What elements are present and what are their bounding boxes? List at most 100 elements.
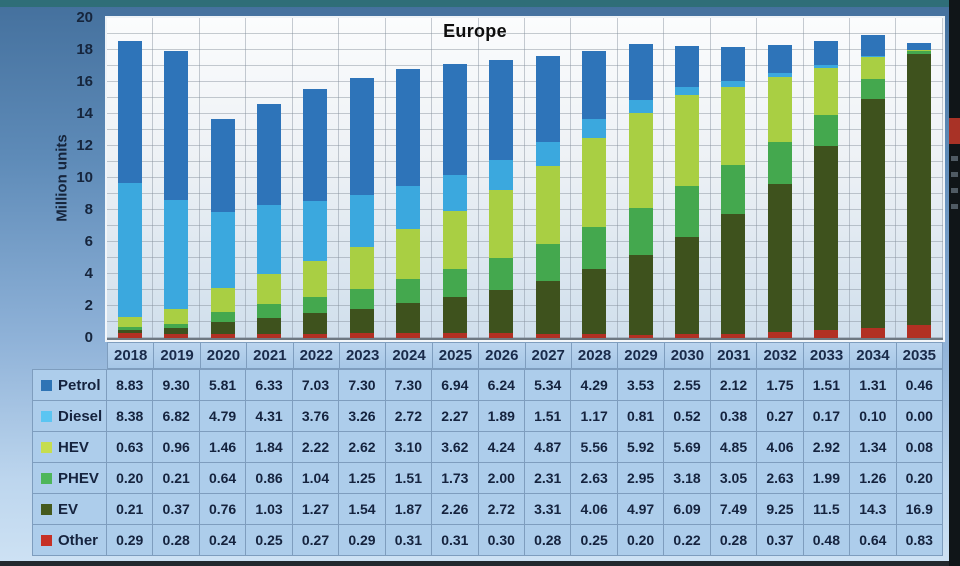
bar-segment-ev-2025 — [442, 296, 467, 334]
value-phev-2021: 0.86 — [246, 463, 293, 494]
bar-segment-ev-2028 — [582, 269, 607, 334]
bar-segment-other-2028 — [582, 334, 607, 338]
value-hev-2026: 4.24 — [478, 432, 525, 463]
bar-segment-phev-2023 — [349, 288, 374, 309]
value-other-2018: 0.29 — [107, 525, 154, 556]
bar-segment-diesel-2032 — [767, 72, 792, 78]
value-diesel-2027: 1.51 — [524, 401, 572, 432]
bar-segment-ev-2030 — [674, 237, 699, 335]
top-border-band — [0, 0, 960, 7]
year-label-2031: 2031 — [711, 342, 758, 369]
bottom-border-band — [0, 561, 960, 566]
value-petrol-2033: 1.51 — [803, 370, 851, 401]
bar-segment-phev-2020 — [210, 311, 235, 323]
bar-segment-hev-2025 — [442, 211, 467, 270]
right-strip-dash — [951, 172, 958, 177]
bar-segment-other-2020 — [210, 334, 235, 338]
bar-segment-hev-2028 — [582, 138, 607, 227]
bar-segment-hev-2031 — [721, 87, 746, 165]
y-axis-tick-6: 6 — [84, 233, 93, 250]
value-phev-2033: 1.99 — [803, 463, 851, 494]
legend-ev: EV — [32, 494, 107, 525]
diesel-legend-swatch-icon — [41, 410, 52, 422]
right-strip-dash — [951, 156, 958, 161]
value-phev-2026: 2.00 — [478, 463, 525, 494]
bar-segment-ev-2022 — [303, 313, 328, 334]
value-petrol-2023: 7.30 — [339, 370, 386, 401]
data-table: Petrol 8.83 9.30 5.81 6.33 7.03 7.30 7.30 6.94 6.… — [32, 369, 943, 556]
bar-segment-phev-2035 — [907, 51, 932, 55]
bar-2031 — [711, 18, 758, 338]
value-ev-2034: 14.3 — [850, 494, 897, 525]
y-axis-tick-18: 18 — [76, 41, 93, 58]
value-ev-2024: 1.87 — [385, 494, 433, 525]
year-label-2034: 2034 — [850, 342, 897, 369]
bar-segment-other-2022 — [303, 333, 328, 338]
bar-segment-diesel-2020 — [210, 211, 235, 289]
bar-segment-diesel-2033 — [814, 65, 839, 68]
year-label-2035: 2035 — [896, 342, 944, 369]
bar-segment-phev-2034 — [860, 78, 885, 99]
bar-segment-petrol-2019 — [164, 51, 189, 200]
bar-segment-hev-2033 — [814, 67, 839, 115]
value-hev-2019: 0.96 — [153, 432, 200, 463]
bar-2018 — [107, 18, 154, 338]
bar-segment-diesel-2026 — [489, 159, 514, 190]
value-other-2020: 0.24 — [199, 525, 247, 556]
bar-segment-other-2021 — [257, 334, 282, 338]
bar-segment-petrol-2028 — [582, 50, 607, 120]
bar-2025 — [432, 18, 479, 338]
bar-segment-diesel-2021 — [257, 205, 282, 275]
bar-segment-petrol-2021 — [257, 104, 282, 206]
bar-segment-diesel-2022 — [303, 201, 328, 262]
value-hev-2033: 2.92 — [803, 432, 851, 463]
value-petrol-2035: 0.46 — [896, 370, 943, 401]
bar-segment-ev-2027 — [535, 280, 560, 334]
value-phev-2030: 3.18 — [664, 463, 711, 494]
bar-segment-petrol-2033 — [814, 40, 839, 66]
value-ev-2035: 16.9 — [896, 494, 943, 525]
bar-segment-diesel-2018 — [117, 182, 142, 317]
bar-segment-hev-2032 — [767, 77, 792, 143]
bar-2019 — [153, 18, 200, 338]
value-diesel-2021: 4.31 — [246, 401, 293, 432]
bar-segment-petrol-2027 — [535, 56, 560, 142]
bar-segment-petrol-2031 — [721, 47, 746, 82]
bar-2035 — [896, 18, 943, 338]
value-hev-2018: 0.63 — [107, 432, 154, 463]
bar-segment-ev-2032 — [767, 184, 792, 333]
bar-segment-petrol-2020 — [210, 118, 235, 212]
value-other-2033: 0.48 — [803, 525, 851, 556]
bar-segment-phev-2022 — [303, 296, 328, 314]
bar-segment-petrol-2024 — [396, 69, 421, 186]
value-petrol-2024: 7.30 — [385, 370, 433, 401]
value-ev-2019: 0.37 — [153, 494, 200, 525]
right-edge-strip — [949, 0, 960, 566]
year-label-2022: 2022 — [293, 342, 340, 369]
value-diesel-2033: 0.17 — [803, 401, 851, 432]
value-hev-2030: 5.69 — [664, 432, 711, 463]
value-diesel-2030: 0.52 — [664, 401, 711, 432]
year-label-2023: 2023 — [339, 342, 387, 369]
year-label-2020: 2020 — [200, 342, 248, 369]
value-other-2029: 0.20 — [617, 525, 665, 556]
bar-segment-ev-2026 — [489, 289, 514, 334]
bar-segment-ev-2023 — [349, 308, 374, 334]
bar-segment-other-2027 — [535, 333, 560, 338]
value-petrol-2032: 1.75 — [757, 370, 804, 401]
bar-2033 — [804, 18, 850, 338]
value-petrol-2030: 2.55 — [664, 370, 711, 401]
bars-container — [107, 18, 943, 338]
value-ev-2020: 0.76 — [199, 494, 247, 525]
year-label-2029: 2029 — [618, 342, 665, 369]
value-petrol-2031: 2.12 — [710, 370, 758, 401]
value-petrol-2028: 4.29 — [571, 370, 618, 401]
bar-segment-ev-2020 — [210, 322, 235, 335]
bar-segment-phev-2019 — [164, 324, 189, 328]
bar-segment-other-2031 — [721, 333, 746, 338]
value-petrol-2018: 8.83 — [107, 370, 154, 401]
value-hev-2024: 3.10 — [385, 432, 433, 463]
y-axis-tick-8: 8 — [84, 201, 93, 218]
bar-segment-ev-2031 — [721, 213, 746, 334]
value-hev-2021: 1.84 — [246, 432, 293, 463]
